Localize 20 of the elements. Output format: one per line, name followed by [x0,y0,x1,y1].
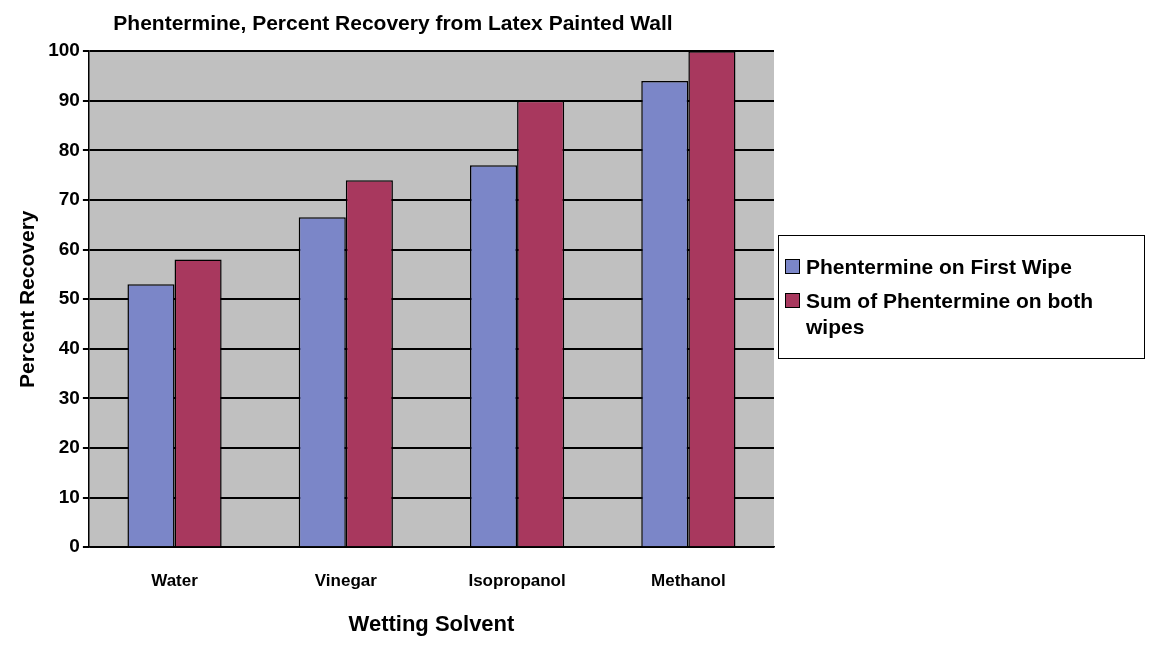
y-axis-title: Percent Recovery [15,210,39,388]
y-tick-label: 80 [58,138,80,160]
legend-label: Sum of Phentermine on both wipes [806,288,1094,340]
chart-title: Phentermine, Percent Recovery from Latex Painted Wall [113,11,673,35]
x-tick-label: Water [151,571,199,591]
y-tick-label: 40 [58,337,80,359]
y-tick-label: 60 [58,237,80,259]
y-tick-label: 70 [58,188,80,210]
x-axis-title: Wetting Solvent [348,610,516,636]
y-tick-label: 10 [58,485,80,507]
y-tick-label: 0 [69,535,80,557]
x-tick-label: Vinegar [314,571,378,591]
y-tick-label: 90 [58,89,80,111]
y-tick-label: 20 [58,436,80,458]
y-tick-label: 30 [58,386,80,408]
legend-label: Phentermine on First Wipe [806,254,1072,280]
x-tick-label: Methanol [651,571,726,591]
y-tick-label: 50 [58,287,80,309]
x-tick-label: Isopropanol [468,571,566,591]
y-tick-label: 100 [48,39,80,61]
